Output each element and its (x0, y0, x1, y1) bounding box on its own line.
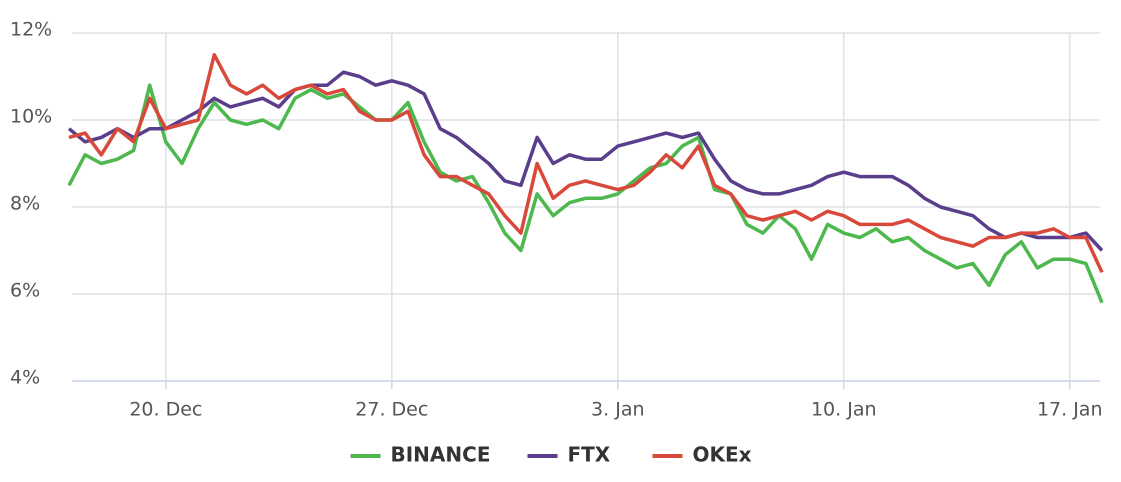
series-line (67, 83, 1104, 304)
x-tick-label: 17. Jan (1037, 399, 1103, 421)
legend-label: OKEx (693, 443, 752, 467)
x-tick-label: 10. Jan (811, 399, 877, 421)
y-tick-label: 8% (10, 193, 40, 215)
y-tick-label: 12% (10, 19, 52, 41)
y-tick-label: 6% (10, 280, 40, 302)
y-tick-label: 4% (10, 367, 40, 389)
series-line (67, 70, 1104, 252)
x-tick-label: 27. Dec (355, 399, 428, 421)
legend-label: FTX (568, 443, 611, 467)
x-tick-label: 3. Jan (591, 399, 644, 421)
x-tick-label: 20. Dec (129, 399, 202, 421)
y-tick-label: 10% (10, 106, 52, 128)
legend: BINANCE FTX OKEx (350, 443, 752, 467)
series-line (68, 53, 1104, 274)
legend-label: BINANCE (391, 443, 491, 467)
